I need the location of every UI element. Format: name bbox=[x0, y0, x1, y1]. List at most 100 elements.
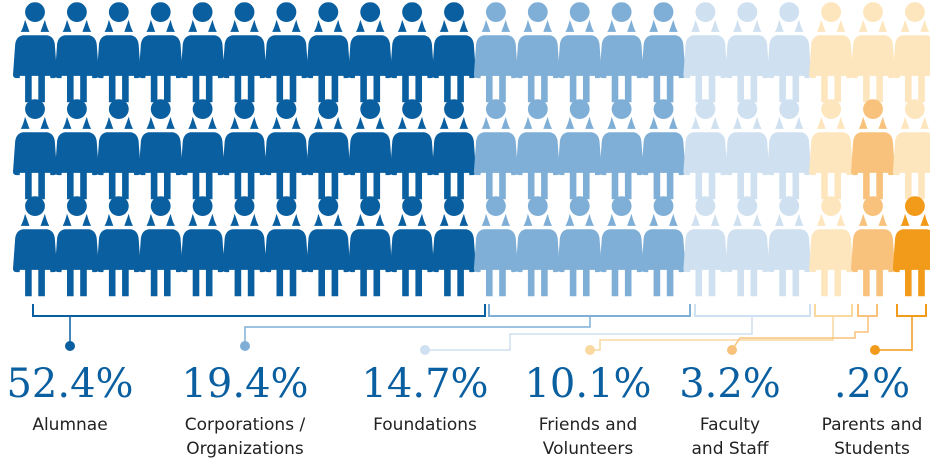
person-icon bbox=[390, 196, 435, 297]
person-icon bbox=[432, 2, 476, 103]
person-icon bbox=[683, 2, 728, 103]
category-label: Organizations bbox=[186, 439, 304, 459]
person-icon bbox=[138, 2, 183, 103]
category-label: Friends and bbox=[539, 415, 638, 435]
person-icon bbox=[809, 196, 854, 297]
connector bbox=[875, 316, 913, 351]
person-icon bbox=[683, 99, 728, 200]
person-icon bbox=[641, 99, 686, 200]
dot bbox=[870, 345, 880, 355]
person-icon bbox=[54, 99, 99, 200]
dot bbox=[727, 345, 737, 355]
person-icon bbox=[725, 196, 770, 297]
person-icon bbox=[515, 196, 560, 297]
person-icon bbox=[473, 2, 518, 103]
value-label: 19.4% bbox=[181, 361, 308, 407]
person-icon bbox=[809, 2, 854, 103]
person-icon bbox=[306, 99, 351, 200]
person-icon bbox=[851, 99, 895, 200]
category-label: Foundations bbox=[373, 415, 477, 435]
person-icon bbox=[432, 196, 476, 297]
person-icon bbox=[599, 196, 644, 297]
person-icon bbox=[13, 196, 57, 297]
person-icon bbox=[54, 2, 99, 103]
category-label: Corporations / bbox=[185, 415, 306, 435]
person-icon bbox=[515, 2, 560, 103]
person-icon bbox=[851, 2, 895, 103]
person-icon bbox=[641, 2, 686, 103]
dot bbox=[240, 341, 250, 351]
bracket bbox=[814, 304, 853, 317]
connector bbox=[425, 316, 753, 351]
person-icon bbox=[54, 196, 99, 297]
person-icon bbox=[306, 196, 351, 297]
person-icon bbox=[725, 99, 770, 200]
person-icon bbox=[557, 196, 602, 297]
person-icon bbox=[557, 99, 602, 200]
category-label: Alumnae bbox=[32, 415, 107, 435]
person-icon bbox=[348, 2, 393, 103]
category-label: and Staff bbox=[692, 439, 770, 459]
dot bbox=[420, 345, 430, 355]
person-icon bbox=[180, 196, 225, 297]
category-label: Volunteers bbox=[543, 439, 634, 459]
category-label: Parents and bbox=[822, 415, 923, 435]
person-icon bbox=[683, 196, 728, 297]
category-label: Students bbox=[834, 439, 910, 459]
person-icon bbox=[348, 99, 393, 200]
person-icon bbox=[515, 99, 560, 200]
person-icon bbox=[13, 99, 57, 200]
person-icon bbox=[892, 99, 930, 200]
person-icon bbox=[222, 196, 267, 297]
person-icon bbox=[96, 196, 141, 297]
category-label: Faculty bbox=[700, 415, 760, 435]
dot bbox=[585, 345, 595, 355]
connector bbox=[590, 316, 834, 351]
person-icon bbox=[13, 2, 57, 103]
person-icon bbox=[767, 196, 812, 297]
person-icon bbox=[809, 99, 854, 200]
person-icon bbox=[138, 196, 183, 297]
value-label: 52.4% bbox=[6, 361, 133, 407]
person-icon bbox=[599, 99, 644, 200]
person-icon bbox=[180, 2, 225, 103]
person-icon bbox=[851, 196, 895, 297]
person-icon bbox=[138, 99, 183, 200]
person-icon bbox=[725, 2, 770, 103]
value-label: 10.1% bbox=[524, 361, 651, 407]
connector bbox=[244, 316, 591, 346]
person-icon bbox=[432, 99, 476, 200]
bracket bbox=[857, 304, 878, 317]
person-icon bbox=[599, 2, 644, 103]
bracket bbox=[488, 304, 691, 317]
person-icon bbox=[222, 99, 267, 200]
value-label: .2% bbox=[834, 361, 910, 407]
person-icon bbox=[767, 2, 812, 103]
person-icon bbox=[557, 2, 602, 103]
person-icon bbox=[473, 196, 518, 297]
person-icon bbox=[348, 196, 393, 297]
person-icon bbox=[306, 2, 351, 103]
person-icon bbox=[180, 99, 225, 200]
person-icon bbox=[264, 196, 309, 297]
person-icon bbox=[96, 2, 141, 103]
person-icon bbox=[892, 196, 930, 297]
person-icon bbox=[641, 196, 686, 297]
dot bbox=[65, 341, 75, 351]
value-label: 14.7% bbox=[361, 361, 488, 407]
person-icon bbox=[222, 2, 267, 103]
person-icon bbox=[473, 99, 518, 200]
bracket bbox=[694, 304, 811, 317]
person-icon bbox=[264, 2, 309, 103]
person-icon bbox=[892, 2, 930, 103]
connector bbox=[731, 316, 869, 351]
bracket bbox=[896, 304, 927, 317]
person-icon bbox=[767, 99, 812, 200]
value-label: 3.2% bbox=[679, 361, 781, 407]
person-icon bbox=[96, 99, 141, 200]
person-icon bbox=[390, 2, 435, 103]
person-icon bbox=[390, 99, 435, 200]
person-icon bbox=[264, 99, 309, 200]
bracket bbox=[32, 304, 486, 317]
